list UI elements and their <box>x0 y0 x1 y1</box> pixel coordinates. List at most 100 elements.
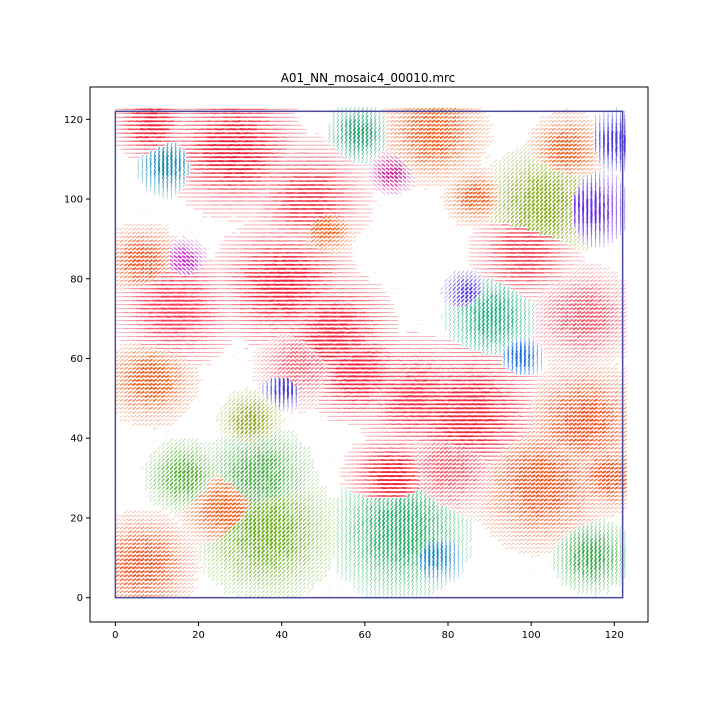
field-mark <box>135 573 141 578</box>
field-mark <box>145 186 148 192</box>
field-mark <box>148 270 154 275</box>
field-mark <box>227 128 233 131</box>
field-mark <box>144 557 149 562</box>
field-mark <box>144 275 149 279</box>
field-mark <box>289 132 295 134</box>
field-mark <box>123 534 129 538</box>
field-mark <box>119 259 124 263</box>
field-mark <box>173 465 178 471</box>
field-mark <box>194 108 199 111</box>
field-mark <box>156 291 162 294</box>
field-mark <box>140 374 145 379</box>
field-mark <box>127 565 133 570</box>
field-mark <box>177 489 182 495</box>
field-mark <box>174 190 177 196</box>
field-mark <box>115 247 120 251</box>
field-mark <box>165 251 170 255</box>
field-mark <box>165 446 170 451</box>
field-mark <box>189 307 195 310</box>
field-mark <box>256 244 262 246</box>
field-mark <box>169 398 174 403</box>
field-mark <box>136 211 141 215</box>
field-mark <box>148 235 153 239</box>
field-mark <box>153 158 156 164</box>
field-mark <box>135 546 141 550</box>
field-mark <box>156 414 162 418</box>
field-mark <box>181 144 187 147</box>
field-mark <box>119 558 124 562</box>
field-mark <box>123 239 128 243</box>
field-mark <box>119 382 124 387</box>
field-mark <box>119 235 124 239</box>
field-mark <box>153 473 157 479</box>
field-mark <box>177 132 183 135</box>
field-mark <box>190 343 195 346</box>
field-mark <box>173 243 178 247</box>
field-mark <box>136 410 141 414</box>
field-mark <box>123 419 128 422</box>
field-mark <box>165 366 170 371</box>
field-mark <box>173 394 178 398</box>
field-mark <box>177 526 182 530</box>
field-mark <box>177 227 182 231</box>
field-mark <box>165 581 170 586</box>
field-mark <box>269 239 274 242</box>
field-mark <box>157 454 161 459</box>
field-mark <box>157 150 161 156</box>
field-mark <box>144 534 149 538</box>
field-mark <box>162 158 165 164</box>
field-mark <box>170 186 173 192</box>
chart-title: A01_NN_mosaic4_00010.mrc <box>281 71 456 85</box>
field-mark <box>256 307 262 310</box>
field-mark <box>182 489 186 495</box>
field-mark <box>170 182 173 188</box>
field-mark <box>165 458 170 463</box>
field-mark <box>177 250 183 255</box>
field-mark <box>169 481 174 487</box>
field-mark <box>127 227 132 231</box>
field-mark <box>169 485 174 491</box>
field-mark <box>156 410 162 415</box>
field-mark <box>169 419 174 422</box>
field-mark <box>206 327 212 330</box>
field-mark <box>144 358 149 363</box>
field-mark <box>174 150 177 156</box>
field-mark <box>152 270 158 275</box>
field-mark <box>135 589 141 594</box>
field-mark <box>157 494 161 498</box>
field-mark <box>177 446 182 451</box>
field-mark <box>223 275 228 278</box>
field-mark <box>231 275 237 278</box>
field-mark <box>140 526 145 530</box>
field-mark <box>145 166 148 172</box>
field-mark <box>190 164 195 167</box>
field-mark <box>264 168 270 171</box>
field-mark <box>153 170 157 176</box>
field-mark <box>165 586 170 590</box>
field-mark <box>123 402 128 406</box>
field-mark <box>156 590 162 594</box>
field-mark <box>173 477 178 483</box>
field-mark <box>123 370 129 375</box>
field-mark <box>140 542 145 546</box>
field-mark <box>148 295 153 298</box>
field-mark <box>298 251 303 254</box>
field-mark <box>239 295 245 298</box>
field-mark <box>181 526 187 530</box>
field-mark <box>219 335 224 338</box>
field-mark <box>115 231 120 235</box>
field-mark <box>194 299 199 302</box>
field-mark <box>156 239 162 243</box>
field-mark <box>148 108 153 111</box>
field-mark <box>182 235 186 239</box>
field-mark <box>185 258 191 263</box>
field-mark <box>202 164 207 167</box>
field-mark <box>198 168 203 171</box>
field-mark <box>158 194 160 200</box>
field-mark <box>157 485 161 491</box>
field-mark <box>173 246 178 251</box>
field-mark <box>248 128 253 131</box>
field-mark <box>127 550 133 554</box>
field-mark <box>161 485 166 491</box>
field-mark <box>156 534 162 538</box>
